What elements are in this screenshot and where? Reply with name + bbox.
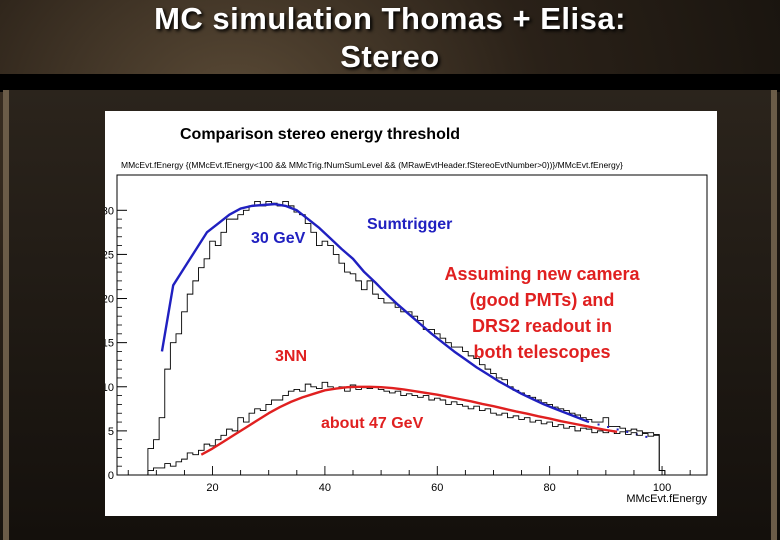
camera-note: Assuming new camera (good PMTs) and DRS2… [444,264,640,362]
plot-svg: Comparison stereo energy threshold MMcEv… [102,126,708,505]
y-tick-label: 0 [108,470,114,482]
x-tick-label: 40 [319,482,331,494]
plot-expression: MMcEvt.fEnergy {(MMcEvt.fEnergy<100 && M… [121,160,623,170]
x-tick-label: 80 [544,482,556,494]
3nn-series [147,381,666,475]
y-tick-label: 30 [105,205,114,217]
fit-tail-dot [626,430,629,433]
title-band [0,74,780,92]
y-tick-label: 15 [105,338,114,350]
note-line-3: DRS2 readout in [472,316,612,336]
fit-tail-dot [597,423,600,426]
sumtrigger-label: Sumtrigger [367,216,452,233]
x-tick-label: 60 [431,482,443,494]
x-axis-label: MMcEvt.fEnergy [626,493,707,505]
fit-curve [200,385,618,456]
series-layer [147,201,666,475]
plot-title: Comparison stereo energy threshold [180,126,460,143]
x-tick-label: 20 [206,482,218,494]
y-tick-label: 25 [105,249,114,261]
fit-tail-dot [607,426,610,428]
slide-title-line-2: Stereo [340,39,440,74]
sum-energy-label: 30 GeV [251,230,306,247]
sumtrigger-series [147,201,666,475]
slide-title: MC simulation Thomas + Elisa: Stereo [0,0,780,78]
y-tick-label: 10 [105,382,114,394]
note-line-4: both telescopes [473,342,610,362]
note-line-1: Assuming new camera [444,264,640,284]
x-tick-label: 100 [653,482,671,494]
nn-name-label: 3NN [275,348,307,365]
histogram-outline [147,381,666,475]
y-tick-label: 5 [108,426,114,438]
slide-title-line-1: MC simulation Thomas + Elisa: [154,1,626,36]
plot-panel: Comparison stereo energy threshold MMcEv… [102,111,717,516]
fit-curve [160,202,590,424]
fit-tail-dot [616,428,619,431]
nn-energy-label: about 47 GeV [321,415,424,432]
histogram-outline [147,201,666,475]
note-line-2: (good PMTs) and [470,290,615,310]
y-tick-label: 20 [105,294,114,306]
3nn-fit-series [200,385,618,456]
fit-tail-dot [645,435,648,438]
